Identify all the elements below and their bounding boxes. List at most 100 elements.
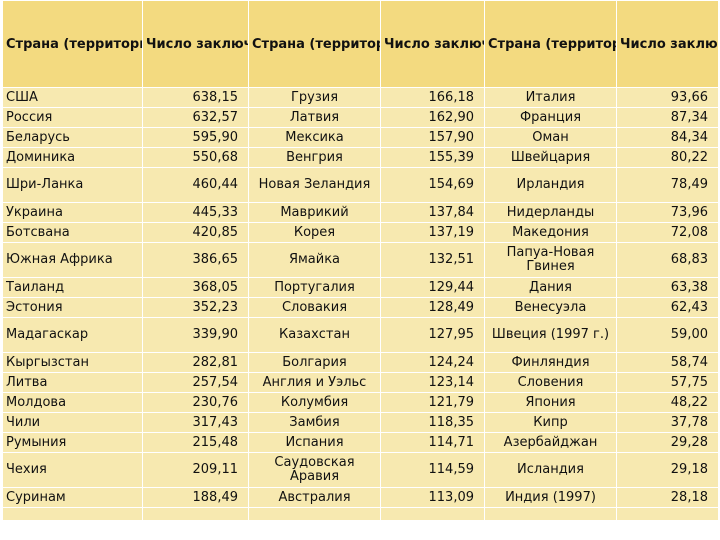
table-row: Украина 445,33 Маврикий 137,84 Нидерланды 73,… [2, 202, 719, 223]
cell-country-2: Мексика [248, 127, 381, 148]
cell-rate-2: 157,90 [380, 127, 485, 148]
cell-rate-1: 368,05 [142, 277, 249, 298]
cell-rate-1: 215,48 [142, 432, 249, 453]
table-row: Таиланд 368,05 Португалия 129,44 Дания 63,38 [2, 277, 719, 298]
cell-rate-2: 129,44 [380, 277, 485, 298]
cell-empty [380, 507, 485, 521]
cell-country-3: Кипр [484, 412, 617, 433]
cell-country-2: Грузия [248, 87, 381, 108]
cell-country-1: Литва [2, 372, 143, 393]
cell-rate-2: 162,90 [380, 107, 485, 128]
table-row-partial [2, 507, 719, 521]
cell-rate-3: 57,75 [616, 372, 719, 393]
cell-rate-2: 118,35 [380, 412, 485, 433]
cell-country-1: Украина [2, 202, 143, 223]
cell-country-1: Суринам [2, 487, 143, 508]
cell-country-2: Казахстан [248, 317, 381, 353]
cell-country-3: Словения [484, 372, 617, 393]
header-rate-2: Число заключен-ных на 100 тыс. населения [380, 0, 485, 88]
cell-rate-2: 137,19 [380, 222, 485, 243]
cell-rate-1: 445,33 [142, 202, 249, 223]
cell-rate-3: 59,00 [616, 317, 719, 353]
cell-rate-1: 209,11 [142, 452, 249, 488]
cell-rate-2: 154,69 [380, 167, 485, 203]
cell-country-3: Ирландия [484, 167, 617, 203]
table-row: Россия 632,57 Латвия 162,90 Франция 87,34 [2, 107, 719, 128]
cell-rate-1: 632,57 [142, 107, 249, 128]
cell-rate-3: 29,28 [616, 432, 719, 453]
cell-rate-3: 87,34 [616, 107, 719, 128]
cell-rate-2: 114,71 [380, 432, 485, 453]
cell-country-2: Колумбия [248, 392, 381, 413]
cell-country-1: Чехия [2, 452, 143, 488]
cell-country-1: Шри-Ланка [2, 167, 143, 203]
cell-rate-1: 638,15 [142, 87, 249, 108]
cell-country-3: Швейцария [484, 147, 617, 168]
cell-country-1: США [2, 87, 143, 108]
cell-rate-3: 37,78 [616, 412, 719, 433]
cell-country-2: Словакия [248, 297, 381, 318]
cell-rate-3: 93,66 [616, 87, 719, 108]
cell-country-3: Азербайджан [484, 432, 617, 453]
cell-rate-3: 80,22 [616, 147, 719, 168]
cell-country-1: Кыргызстан [2, 352, 143, 373]
table-row: Литва 257,54 Англия и Уэльс 123,14 Словения 5… [2, 372, 719, 393]
table-row: Румыния 215,48 Испания 114,71 Азербайджан 29,… [2, 432, 719, 453]
prisoners-table: Страна (территория) Число заключен-ных н… [2, 0, 719, 521]
cell-country-3: Дания [484, 277, 617, 298]
cell-country-1: Россия [2, 107, 143, 128]
table-row: Чехия 209,11 Саудовская Аравия 114,59 Исланд… [2, 452, 719, 488]
cell-country-2: Болгария [248, 352, 381, 373]
cell-rate-3: 58,74 [616, 352, 719, 373]
cell-rate-2: 127,95 [380, 317, 485, 353]
cell-rate-1: 352,23 [142, 297, 249, 318]
cell-country-2: Ямайка [248, 242, 381, 278]
table-row: Эстония 352,23 Словакия 128,49 Венесуэла 62,4… [2, 297, 719, 318]
cell-country-3: Италия [484, 87, 617, 108]
cell-empty [616, 507, 719, 521]
table-row: Мадагаскар 339,90 Казахстан 127,95 Швеция (1… [2, 317, 719, 353]
cell-rate-1: 595,90 [142, 127, 249, 148]
cell-country-2: Венгрия [248, 147, 381, 168]
table-row: Ботсвана 420,85 Корея 137,19 Македония 72,08 [2, 222, 719, 243]
cell-rate-1: 257,54 [142, 372, 249, 393]
header-country-3: Страна (территория) [484, 0, 617, 88]
cell-rate-2: 155,39 [380, 147, 485, 168]
cell-rate-1: 460,44 [142, 167, 249, 203]
cell-country-3: Япония [484, 392, 617, 413]
cell-country-3: Франция [484, 107, 617, 128]
header-rate-1: Число заключен-ных на 100 тыс. населения [142, 0, 249, 88]
table-body: США 638,15 Грузия 166,18 Италия 93,66 Россия 63… [2, 87, 719, 521]
cell-country-1: Доминика [2, 147, 143, 168]
cell-rate-1: 420,85 [142, 222, 249, 243]
cell-rate-1: 282,81 [142, 352, 249, 373]
cell-empty [484, 507, 617, 521]
cell-rate-1: 230,76 [142, 392, 249, 413]
cell-rate-2: 113,09 [380, 487, 485, 508]
cell-empty [2, 507, 143, 521]
cell-rate-2: 123,14 [380, 372, 485, 393]
cell-country-3: Индия (1997) [484, 487, 617, 508]
cell-country-2: Маврикий [248, 202, 381, 223]
cell-rate-2: 124,24 [380, 352, 485, 373]
cell-country-2: Испания [248, 432, 381, 453]
cell-rate-2: 121,79 [380, 392, 485, 413]
cell-country-3: Македония [484, 222, 617, 243]
cell-country-1: Румыния [2, 432, 143, 453]
cell-rate-3: 48,22 [616, 392, 719, 413]
cell-country-3: Оман [484, 127, 617, 148]
header-rate-3: Число заключен-ных на 100 тыс. населения [616, 0, 719, 88]
table-row: Беларусь 595,90 Мексика 157,90 Оман 84,34 [2, 127, 719, 148]
cell-rate-1: 550,68 [142, 147, 249, 168]
cell-rate-3: 68,83 [616, 242, 719, 278]
table-row: Кыргызстан 282,81 Болгария 124,24 Финляндия 5… [2, 352, 719, 373]
cell-rate-2: 128,49 [380, 297, 485, 318]
cell-rate-3: 78,49 [616, 167, 719, 203]
cell-country-1: Молдова [2, 392, 143, 413]
cell-rate-1: 317,43 [142, 412, 249, 433]
cell-country-3: Нидерланды [484, 202, 617, 223]
table-row: Шри-Ланка 460,44 Новая Зеландия 154,69 Ирлан… [2, 167, 719, 203]
cell-rate-3: 84,34 [616, 127, 719, 148]
cell-country-1: Чили [2, 412, 143, 433]
